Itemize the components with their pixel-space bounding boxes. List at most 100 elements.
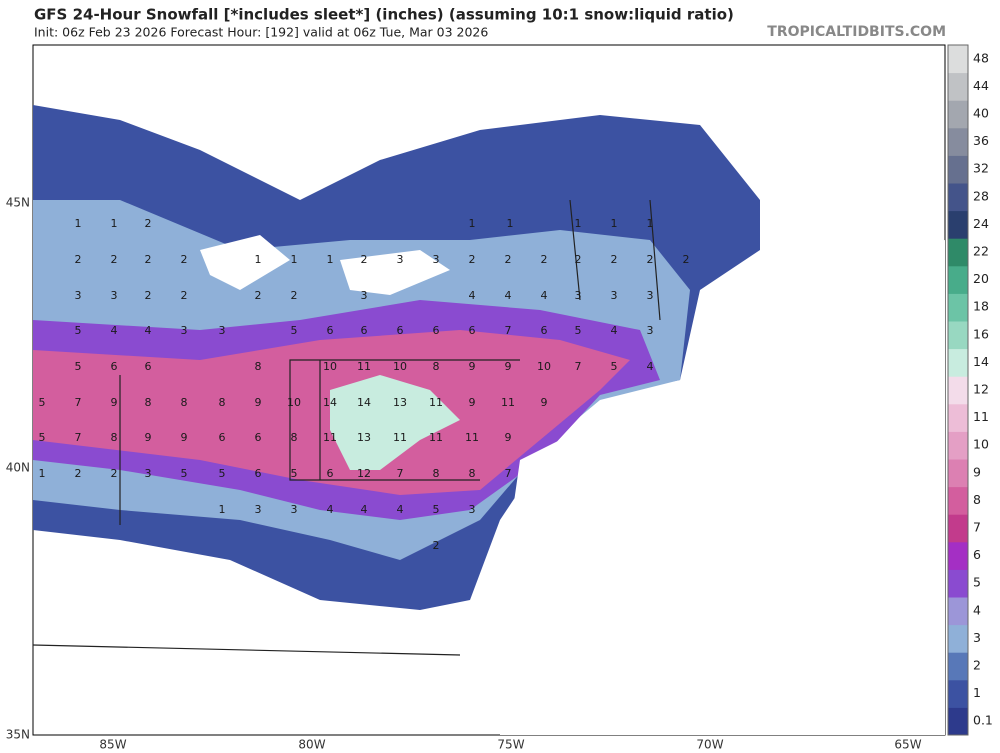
snowfall-label: 4 (327, 503, 334, 516)
colorbar-label: 10 (973, 437, 989, 452)
colorbar-label: 5 (973, 575, 981, 590)
snow-band-green (330, 375, 460, 470)
colorbar-swatch (948, 624, 968, 653)
snowfall-label: 5 (291, 324, 298, 337)
snowfall-label: 11 (465, 431, 479, 444)
snowfall-label: 9 (505, 431, 512, 444)
snowfall-label: 9 (541, 396, 548, 409)
colorbar-swatch (948, 376, 968, 405)
snowfall-label: 9 (505, 360, 512, 373)
colorbar-label: 28 (973, 188, 989, 203)
colorbar-frame (947, 44, 969, 736)
colorbar-label: 2 (973, 658, 981, 673)
snowfall-label: 7 (505, 324, 512, 337)
snowfall-label: 5 (611, 360, 618, 373)
snowfall-label: 3 (75, 289, 82, 302)
snowfall-label: 8 (291, 431, 298, 444)
snowfall-label: 1 (507, 217, 514, 230)
snowfall-label: 2 (145, 253, 152, 266)
snowfall-label: 6 (327, 324, 334, 337)
snowfall-label: 4 (647, 360, 654, 373)
snowfall-label: 8 (111, 431, 118, 444)
snowfall-label: 8 (145, 396, 152, 409)
snowfall-label: 1 (219, 503, 226, 516)
snowfall-label: 2 (647, 253, 654, 266)
snowfall-label: 11 (323, 431, 337, 444)
snowfall-label: 1 (575, 217, 582, 230)
snowfall-label: 2 (291, 289, 298, 302)
colorbar-label: 40 (973, 106, 989, 121)
snowfall-label: 10 (393, 360, 407, 373)
colorbar-swatch (948, 431, 968, 460)
snowfall-label: 3 (145, 467, 152, 480)
snowfall-label: 8 (255, 360, 262, 373)
colorbar-swatch (948, 127, 968, 156)
snowfall-label: 6 (255, 467, 262, 480)
colorbar-label: 22 (973, 244, 989, 259)
snowfall-label: 8 (433, 360, 440, 373)
snowfall-label: 10 (537, 360, 551, 373)
colorbar-label: 16 (973, 326, 989, 341)
snowfall-label: 3 (647, 324, 654, 337)
colorbar-label: 6 (973, 547, 981, 562)
colorbar-label: 20 (973, 271, 989, 286)
snowfall-label: 3 (219, 324, 226, 337)
colorbar-swatch (948, 265, 968, 294)
colorbar-swatch (948, 541, 968, 570)
snowfall-label: 7 (75, 431, 82, 444)
snowfall-label: 3 (611, 289, 618, 302)
snowfall-label: 8 (219, 396, 226, 409)
snowfall-label: 1 (291, 253, 298, 266)
colorbar-swatch (948, 597, 968, 626)
colorbar-label: 44 (973, 78, 989, 93)
snowfall-label: 9 (145, 431, 152, 444)
snowfall-label: 2 (255, 289, 262, 302)
snowfall-label: 3 (469, 503, 476, 516)
snowfall-label: 5 (575, 324, 582, 337)
colorbar-swatch (948, 238, 968, 267)
colorbar-swatch (948, 403, 968, 432)
colorbar-label: 4 (973, 602, 981, 617)
snowfall-label: 5 (433, 503, 440, 516)
snowfall-label: 8 (433, 467, 440, 480)
longitude-label: 70W (696, 738, 723, 752)
snowfall-label: 6 (397, 324, 404, 337)
snowfall-label: 2 (683, 253, 690, 266)
snowfall-label: 3 (255, 503, 262, 516)
map (32, 44, 946, 736)
colorbar-label: 1 (973, 685, 981, 700)
snowfall-label: 11 (393, 431, 407, 444)
snowfall-label: 3 (291, 503, 298, 516)
snowfall-label: 3 (181, 324, 188, 337)
snowfall-label: 5 (39, 396, 46, 409)
snowfall-label: 9 (469, 396, 476, 409)
colorbar-swatch (948, 321, 968, 350)
colorbar-label: 24 (973, 216, 989, 231)
colorbar-swatch (948, 459, 968, 488)
snowfall-label: 14 (323, 396, 337, 409)
snowfall-label: 10 (287, 396, 301, 409)
snowfall-label: 2 (145, 289, 152, 302)
snowfall-label: 5 (181, 467, 188, 480)
colorbar-swatch (948, 514, 968, 543)
snowfall-label: 1 (111, 217, 118, 230)
colorbar-label: 8 (973, 492, 981, 507)
snowfall-label: 8 (469, 467, 476, 480)
borders (32, 199, 661, 656)
snowfall-label: 3 (575, 289, 582, 302)
subtitle: Init: 06z Feb 23 2026 Forecast Hour: [19… (34, 25, 488, 40)
snowfall-label: 8 (181, 396, 188, 409)
colorbar-swatch (948, 707, 968, 736)
snowfall-label: 2 (433, 539, 440, 552)
snowfall-label: 6 (469, 324, 476, 337)
latitude-label: 40N (6, 461, 30, 475)
colorbar-label: 0.1 (973, 713, 993, 728)
snowfall-label: 6 (433, 324, 440, 337)
colorbar-swatch (948, 155, 968, 184)
snowfall-label: 4 (397, 503, 404, 516)
colorbar-label: 7 (973, 520, 981, 535)
latitude-label: 35N (6, 728, 30, 742)
snowfall-label: 1 (75, 217, 82, 230)
